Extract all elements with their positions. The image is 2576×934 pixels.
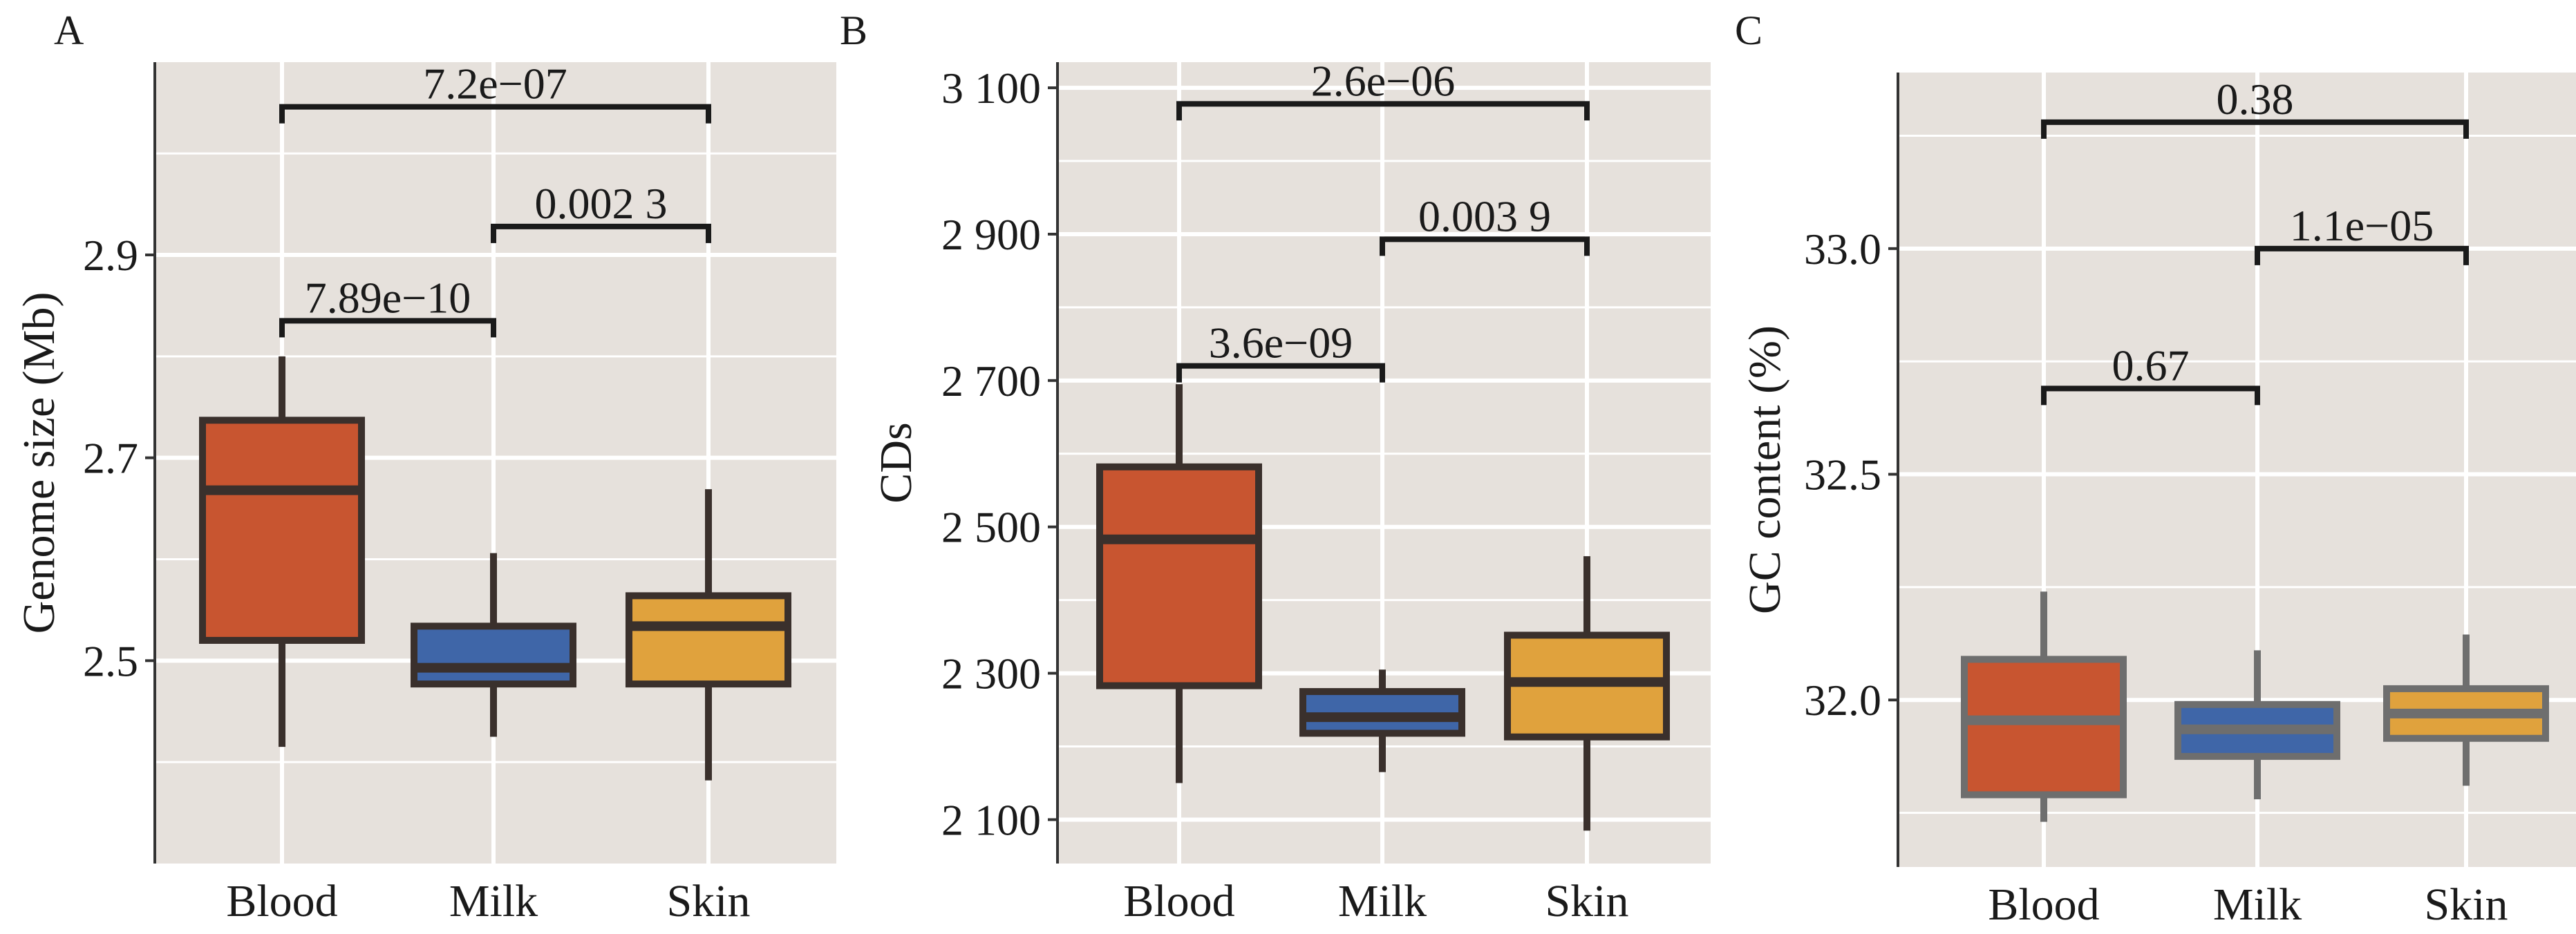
y-tick-label: 32.5 <box>1804 450 1881 499</box>
x-tick-labels: Blood Milk Skin <box>1988 879 2508 930</box>
comparison-bracket <box>1176 363 1385 383</box>
y-tick-label: 2 900 <box>941 210 1041 259</box>
panel-b: 3.6e−09 0.003 9 2.6e−06 2 100 2 300 2 500 2 7… <box>840 8 1711 926</box>
x-tick-labels: Blood Milk Skin <box>226 876 750 926</box>
y-tick-label: 3 100 <box>941 64 1041 113</box>
y-tick-labels: 2.5 2.7 2.9 <box>83 231 155 685</box>
panel-letter: C <box>1735 8 1762 53</box>
x-tick-label: Blood <box>1123 876 1234 926</box>
panel-letter: A <box>54 8 84 53</box>
comparison-brackets: 0.67 1.1e−05 0.38 <box>2041 75 2469 406</box>
y-tick-label: 2.9 <box>83 231 138 280</box>
panel-c: 0.67 1.1e−05 0.38 32.0 32.5 33.0 Blood Milk Sk… <box>1735 8 2576 930</box>
y-axis-title: GC content (%) <box>1740 325 1790 614</box>
comparison-brackets: 3.6e−09 0.003 9 2.6e−06 <box>1176 56 1590 383</box>
comparison-bracket <box>2255 245 2469 265</box>
y-tick-labels: 2 100 2 300 2 500 2 700 2 900 3 100 <box>941 64 1057 844</box>
p-value-label: 0.003 9 <box>1418 191 1551 240</box>
p-value-label: 7.89e−10 <box>305 273 471 322</box>
box-milk <box>411 622 576 688</box>
boxplots <box>1961 591 2549 822</box>
y-tick-label: 32.0 <box>1804 676 1881 725</box>
p-value-label: 2.6e−06 <box>1311 56 1456 105</box>
comparison-bracket <box>491 223 711 243</box>
y-tick-label: 2 300 <box>941 649 1041 698</box>
p-value-label: 3.6e−09 <box>1209 318 1353 368</box>
box-blood <box>1096 463 1262 689</box>
x-tick-label: Milk <box>449 876 538 926</box>
x-tick-label: Milk <box>2213 879 2302 930</box>
y-axis-title: Genome size (Mb) <box>14 292 64 634</box>
comparison-bracket <box>279 104 711 124</box>
x-tick-label: Blood <box>226 876 337 926</box>
comparison-bracket <box>2041 119 2469 139</box>
y-tick-labels: 32.0 32.5 33.0 <box>1804 225 1898 725</box>
y-axis-title: CDs <box>871 422 921 503</box>
comparison-bracket <box>1176 101 1590 121</box>
x-tick-label: Skin <box>666 876 750 926</box>
comparison-bracket <box>2041 385 2260 406</box>
comparison-bracket <box>279 318 496 338</box>
box-skin <box>626 592 791 688</box>
y-tick-label: 2 500 <box>941 503 1041 552</box>
comparison-brackets: 7.89e−10 0.002 3 7.2e−07 <box>279 59 711 338</box>
y-tick-label: 2 100 <box>941 795 1041 844</box>
y-tick-label: 33.0 <box>1804 225 1881 274</box>
x-tick-label: Blood <box>1988 879 2099 930</box>
x-tick-label: Skin <box>1545 876 1628 926</box>
x-tick-label: Milk <box>1338 876 1427 926</box>
boxplots <box>1096 384 1670 831</box>
comparison-bracket <box>1380 236 1590 256</box>
y-tick-label: 2.7 <box>83 434 138 483</box>
box-blood <box>1961 656 2127 799</box>
p-value-label: 0.67 <box>2112 341 2190 390</box>
panel-letter: B <box>840 8 867 53</box>
y-tick-label: 2 700 <box>941 356 1041 406</box>
p-value-label: 7.2e−07 <box>423 59 567 108</box>
p-value-label: 0.38 <box>2217 75 2294 124</box>
panel-a: 7.89e−10 0.002 3 7.2e−07 2.5 2.7 2.9 Blood Mi… <box>14 8 836 926</box>
x-tick-label: Skin <box>2424 879 2508 930</box>
boxplots <box>199 356 791 781</box>
y-tick-label: 2.5 <box>83 636 138 685</box>
x-tick-labels: Blood Milk Skin <box>1123 876 1628 926</box>
p-value-label: 1.1e−05 <box>2290 201 2434 250</box>
box-blood <box>199 417 365 644</box>
p-value-label: 0.002 3 <box>535 179 668 228</box>
